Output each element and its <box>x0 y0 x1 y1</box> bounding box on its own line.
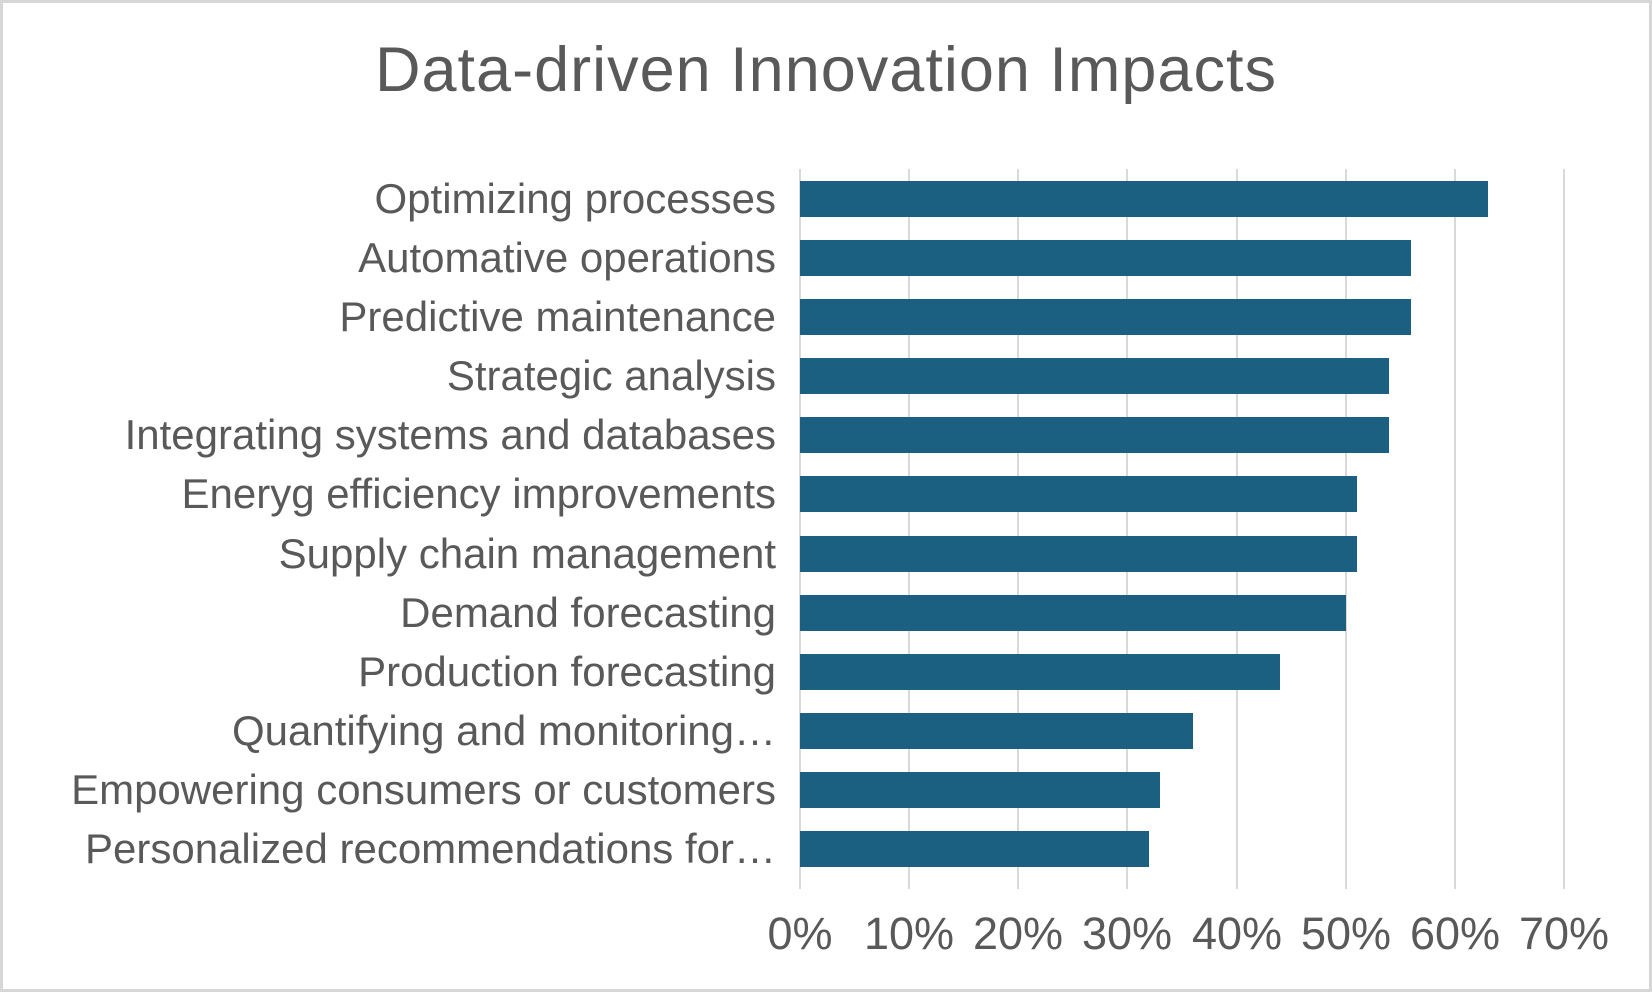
gridline <box>1017 169 1019 889</box>
bar-1 <box>800 180 1488 217</box>
category-row: Optimizing processes <box>3 169 776 228</box>
category-row: Quantifying and monitoring… <box>3 702 776 761</box>
category-label: Quantifying and monitoring… <box>232 707 776 755</box>
category-label: Predictive maintenance <box>339 292 776 340</box>
bar-7 <box>800 535 1357 572</box>
bar-3 <box>800 298 1412 335</box>
bar-6 <box>800 476 1357 513</box>
category-label: Strategic analysis <box>446 352 776 400</box>
category-row: Personalized recommendations for… <box>3 820 776 879</box>
gridline <box>1126 169 1128 889</box>
bar-row <box>800 228 1564 287</box>
category-row: Production forecasting <box>3 642 776 701</box>
category-row: Automative operations <box>3 228 776 287</box>
category-row: Supply chain management <box>3 524 776 583</box>
chart-title: Data-driven Innovation Impacts <box>375 35 1277 105</box>
bar-row <box>800 583 1564 642</box>
category-label: Personalized recommendations for… <box>85 825 776 873</box>
category-label: Demand forecasting <box>400 588 776 636</box>
plot-area <box>799 169 1565 889</box>
gridline <box>1563 169 1565 889</box>
gridline <box>1454 169 1456 889</box>
category-row: Empowering consumers or customers <box>3 761 776 820</box>
category-label: Automative operations <box>358 233 776 281</box>
bar-row <box>800 761 1564 820</box>
bar-4 <box>800 358 1390 395</box>
bar-11 <box>800 772 1161 809</box>
bar-12 <box>800 831 1150 868</box>
gridline <box>908 169 910 889</box>
category-row: Integrating systems and databases <box>3 406 776 465</box>
category-axis-labels: Optimizing processes Automative operation… <box>3 169 776 879</box>
x-tick-label: 30% <box>1081 908 1173 959</box>
gridline <box>799 169 801 889</box>
x-tick-label: 10% <box>863 908 955 959</box>
bar-row <box>800 406 1564 465</box>
bar-row <box>800 702 1564 761</box>
bar-row <box>800 347 1564 406</box>
x-tick-label: 20% <box>972 908 1064 959</box>
category-label: Integrating systems and databases <box>124 411 776 459</box>
bar-series <box>800 169 1564 879</box>
x-tick-label: 0% <box>767 908 833 959</box>
bar-5 <box>800 417 1390 454</box>
bar-row <box>800 524 1564 583</box>
x-tick-label: 70% <box>1518 908 1610 959</box>
category-label: Empowering consumers or customers <box>71 766 776 814</box>
category-row: Eneryg efficiency improvements <box>3 465 776 524</box>
category-label: Production forecasting <box>358 647 776 695</box>
category-label: Supply chain management <box>278 529 776 577</box>
x-tick-label: 40% <box>1191 908 1283 959</box>
category-row: Demand forecasting <box>3 583 776 642</box>
gridline <box>1345 169 1347 889</box>
bar-row <box>800 169 1564 228</box>
x-tick-label: 50% <box>1300 908 1392 959</box>
bar-row <box>800 465 1564 524</box>
bar-8 <box>800 594 1346 631</box>
category-label: Optimizing processes <box>374 174 776 222</box>
bar-10 <box>800 713 1193 750</box>
x-axis-tick-labels: 0% 10% 20% 30% 40% 50% 60% 70% <box>3 909 1649 969</box>
bar-2 <box>800 239 1412 276</box>
bar-9 <box>800 653 1281 690</box>
category-label: Eneryg efficiency improvements <box>181 470 776 518</box>
bar-row <box>800 287 1564 346</box>
gridline <box>1236 169 1238 889</box>
category-row: Predictive maintenance <box>3 287 776 346</box>
x-tick-label: 60% <box>1409 908 1501 959</box>
bar-row <box>800 820 1564 879</box>
bar-row <box>800 642 1564 701</box>
category-row: Strategic analysis <box>3 347 776 406</box>
